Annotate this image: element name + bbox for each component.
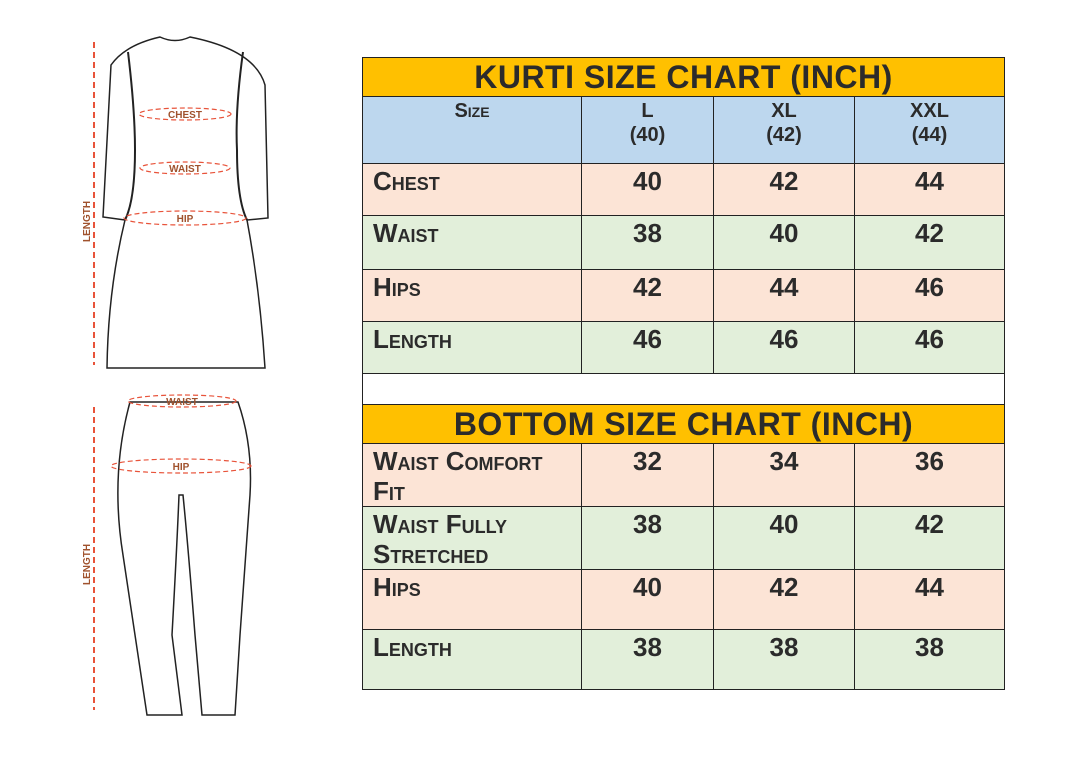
length-label: LENGTH <box>82 201 93 242</box>
kurti-chart-title: KURTI SIZE CHART (INCH) <box>361 57 1006 97</box>
cell-value: 46 <box>581 321 714 374</box>
cell-value: 42 <box>581 269 714 322</box>
waist-label: WAIST <box>169 164 201 175</box>
size-name: L <box>641 100 654 122</box>
row-label: Hips <box>362 569 582 630</box>
size-chart-table: KURTI SIZE CHART (INCH) Size L (40) XL (42… <box>361 57 1006 690</box>
cell-value: 38 <box>581 215 714 270</box>
cell-value: 46 <box>853 321 1006 374</box>
cell-value: 42 <box>713 163 855 216</box>
size-number: (40) <box>629 124 666 146</box>
cell-value: 34 <box>713 443 855 507</box>
cell-value: 40 <box>713 215 855 270</box>
cell-value: 44 <box>713 269 855 322</box>
size-header: Size <box>362 96 582 164</box>
table-spacer <box>361 373 1006 405</box>
cell-value: 42 <box>853 215 1006 270</box>
size-column-xl: XL (42) <box>713 96 855 164</box>
cell-value: 38 <box>713 629 855 690</box>
table-row: Chest 40 42 44 <box>362 163 1006 216</box>
cell-value: 42 <box>713 569 855 630</box>
cell-value: 46 <box>713 321 855 374</box>
bottom-outline <box>117 401 252 716</box>
table-row: Length 38 38 38 <box>362 629 1006 690</box>
size-name: XL <box>771 100 797 122</box>
cell-value: 38 <box>581 506 714 570</box>
table-row: Length 46 46 46 <box>362 321 1006 374</box>
table-row: Waist Comfort Fit 32 34 36 <box>362 443 1006 507</box>
hip-label: HIP <box>173 462 190 473</box>
table-row: Hips 40 42 44 <box>362 569 1006 630</box>
row-label: Waist Comfort Fit <box>362 443 582 507</box>
cell-value: 40 <box>713 506 855 570</box>
cell-value: 36 <box>853 443 1006 507</box>
chest-label: CHEST <box>168 110 202 121</box>
row-label: Chest <box>362 163 582 216</box>
hip-label: HIP <box>177 214 194 225</box>
cell-value: 40 <box>581 163 714 216</box>
table-row: Waist Fully Stretched 38 40 42 <box>362 506 1006 570</box>
bottom-chart-title: BOTTOM SIZE CHART (INCH) <box>361 404 1006 444</box>
chest-measure <box>138 107 232 121</box>
cell-value: 38 <box>853 629 1006 690</box>
waist-measure <box>127 394 237 408</box>
cell-value: 46 <box>853 269 1006 322</box>
kurti-outline <box>102 36 269 369</box>
size-column-xxl: XXL (44) <box>853 96 1006 164</box>
waist-label: WAIST <box>166 397 198 408</box>
hip-measure <box>110 458 252 474</box>
hip-measure <box>123 210 247 226</box>
cell-value: 32 <box>581 443 714 507</box>
cell-value: 38 <box>581 629 714 690</box>
length-label: LENGTH <box>82 544 93 585</box>
size-number: (42) <box>766 124 802 146</box>
row-label: Waist Fully Stretched <box>362 506 582 570</box>
waist-measure <box>139 161 231 175</box>
row-label: Waist <box>362 215 582 270</box>
cell-value: 44 <box>853 163 1006 216</box>
kurti-header-row: Size L (40) XL (42) XXL (44) <box>362 96 1006 164</box>
cell-value: 40 <box>581 569 714 630</box>
size-number: (44) <box>911 124 948 146</box>
bottom-illustration: LENGTH WAIST HIP <box>82 394 252 716</box>
table-row: Waist 38 40 42 <box>362 215 1006 270</box>
cell-value: 44 <box>853 569 1006 630</box>
row-label: Length <box>362 629 582 690</box>
row-label: Length <box>362 321 582 374</box>
size-name: XXL <box>910 100 949 122</box>
kurti-illustration: LENGTH CHEST WAIST HIP <box>82 36 269 369</box>
table-row: Hips 42 44 46 <box>362 269 1006 322</box>
row-label: Hips <box>362 269 582 322</box>
size-column-l: L (40) <box>581 96 714 164</box>
cell-value: 42 <box>853 506 1006 570</box>
